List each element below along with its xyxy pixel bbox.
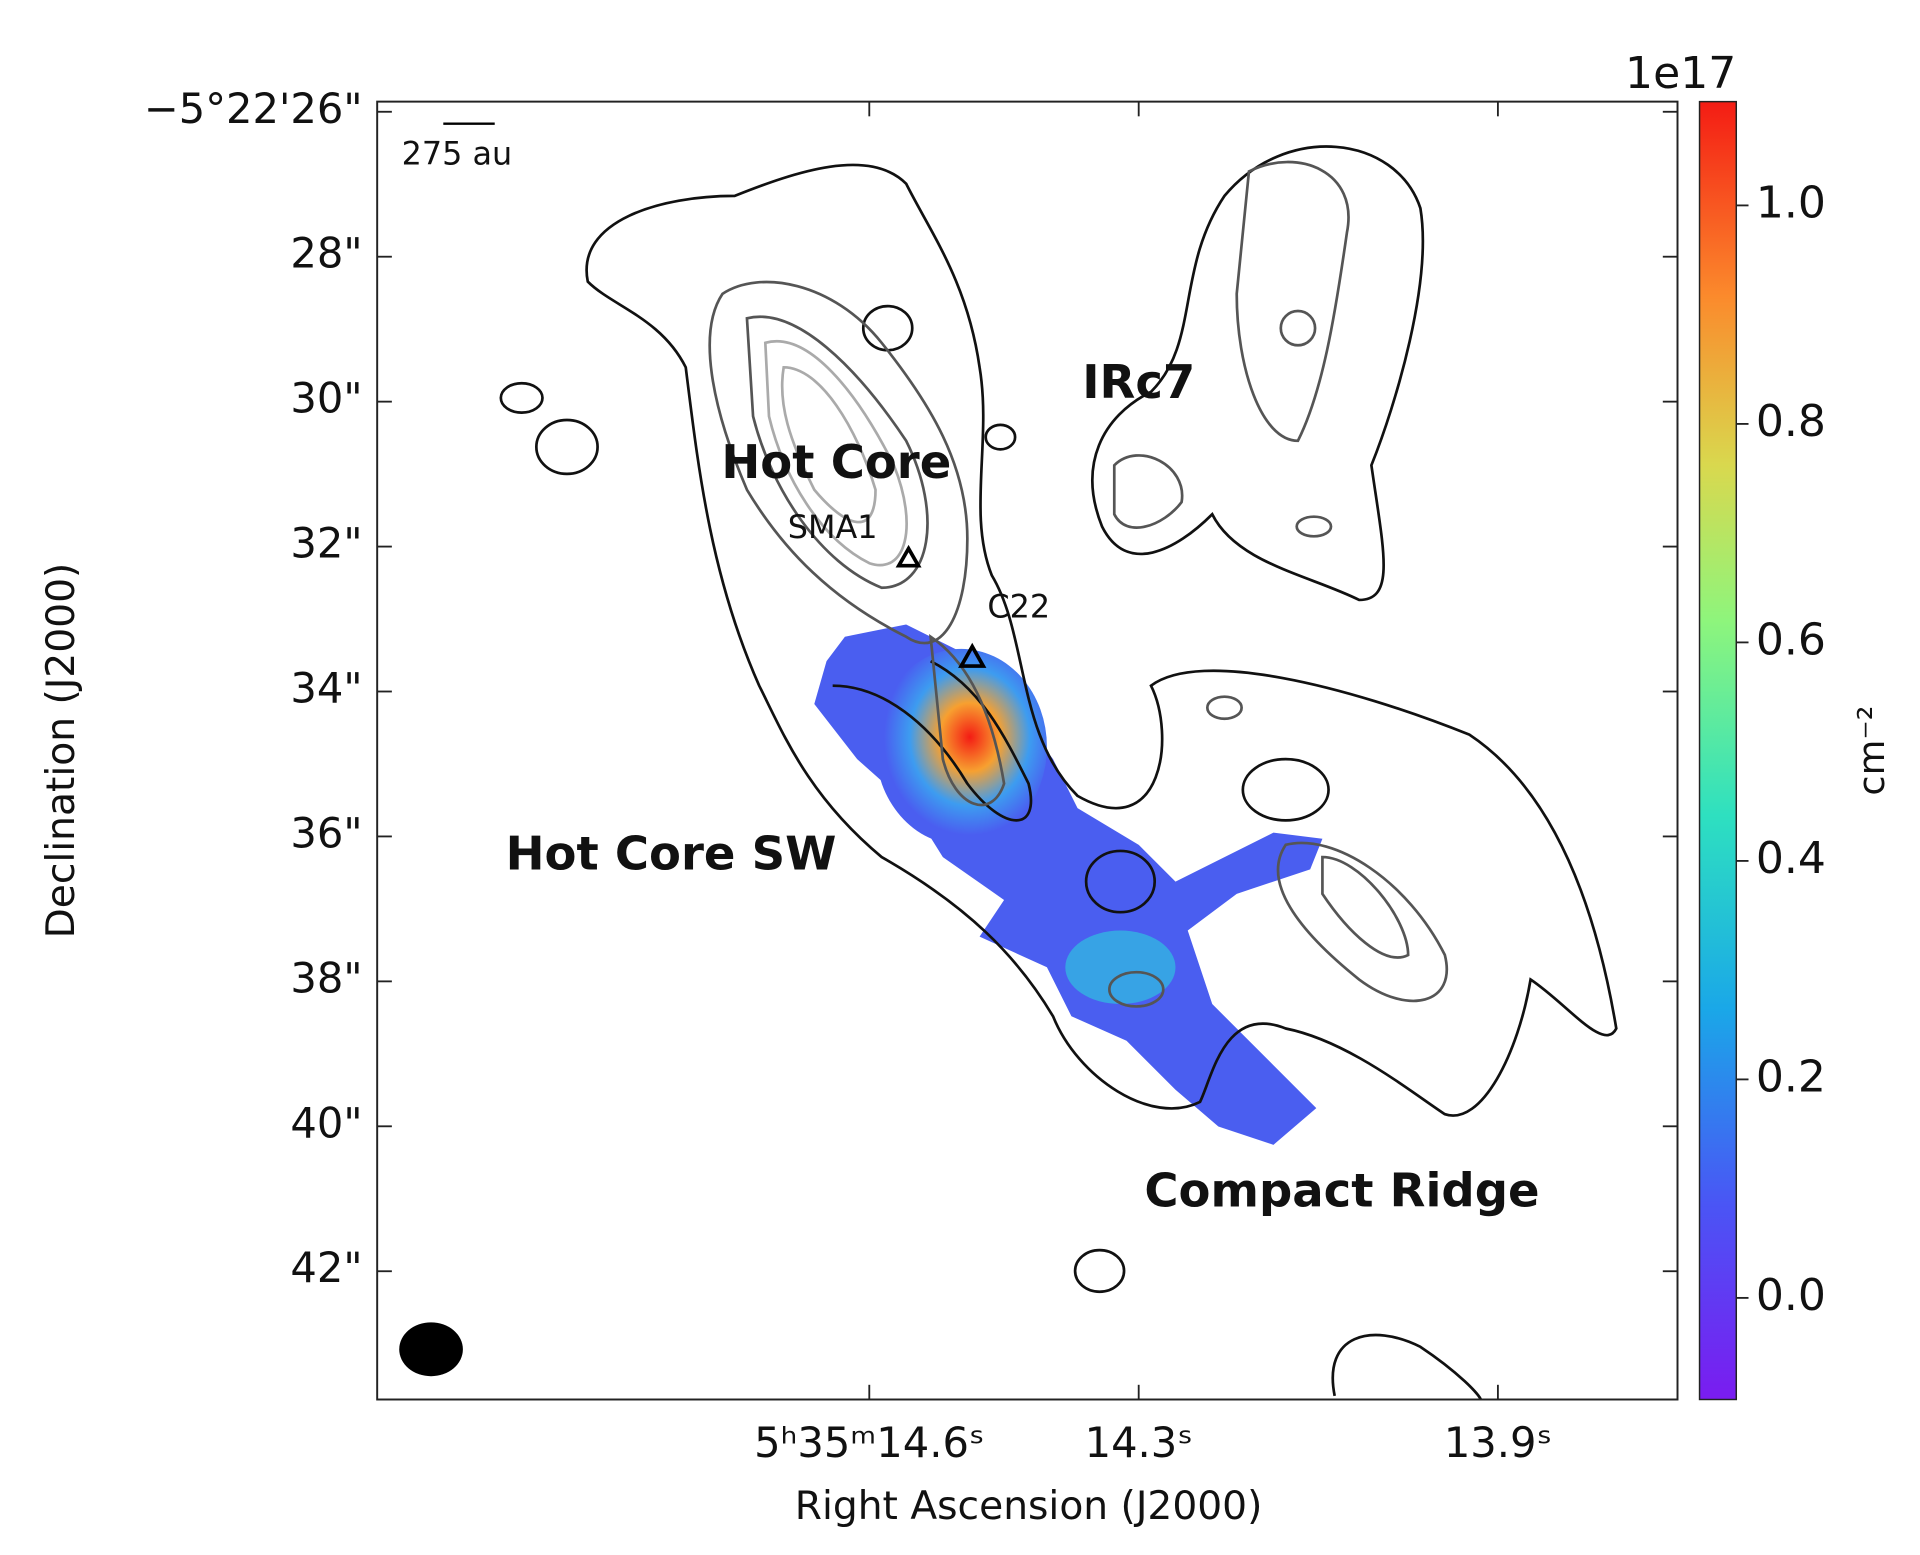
contours [708,160,1448,1008]
emission-peak [875,648,1047,845]
y-tick-label: 36" [290,808,362,857]
annotation: C22 [987,588,1050,626]
x-tick-label: 13.9ˢ [1444,1418,1552,1467]
y-tick-label: 34" [290,664,362,713]
y-tick-label: −5°22'26" [144,84,363,133]
annotation: SMA1 [788,508,878,546]
y-tick-label: 32" [290,519,362,568]
colorbar-tick-label: 1.0 [1756,177,1826,228]
beam [399,1322,463,1377]
y-tick-label: 28" [290,229,362,278]
contours [763,340,908,567]
colorbar-tick-label: 0.8 [1756,396,1826,447]
x-tick-label: 5ʰ35ᵐ14.6ˢ [754,1418,984,1467]
colorbar [1698,100,1738,1401]
y-axis-label: Declination (J2000) [39,563,84,939]
y-tick-label: 38" [290,953,362,1002]
emission [1065,930,1176,1005]
annotation: Hot Core [721,435,951,489]
x-axis-label: Right Ascension (J2000) [795,1484,1263,1529]
colorbar-offset: 1e17 [1625,48,1736,99]
colorbar-label: cm⁻² [1850,706,1893,796]
source-marker [895,544,922,568]
annotation: Hot Core SW [506,827,837,881]
annotation: IRc7 [1082,355,1195,409]
x-tick-label: 14.3ˢ [1085,1418,1193,1467]
annotation: Compact Ridge [1144,1163,1539,1217]
colorbar-tick-label: 0.6 [1756,614,1826,665]
source-marker [958,642,987,668]
colorbar-tick-label: 0.0 [1756,1270,1826,1321]
y-tick-label: 40" [290,1098,362,1147]
colorbar-tick-label: 0.2 [1756,1051,1826,1102]
plot-frame [376,100,1679,1401]
y-tick-label: 42" [290,1243,362,1292]
map-image [399,122,1618,1400]
colorbar-tick-label: 0.4 [1756,833,1826,884]
y-tick-label: 30" [290,374,362,423]
scale-label: 275 au [402,135,513,173]
